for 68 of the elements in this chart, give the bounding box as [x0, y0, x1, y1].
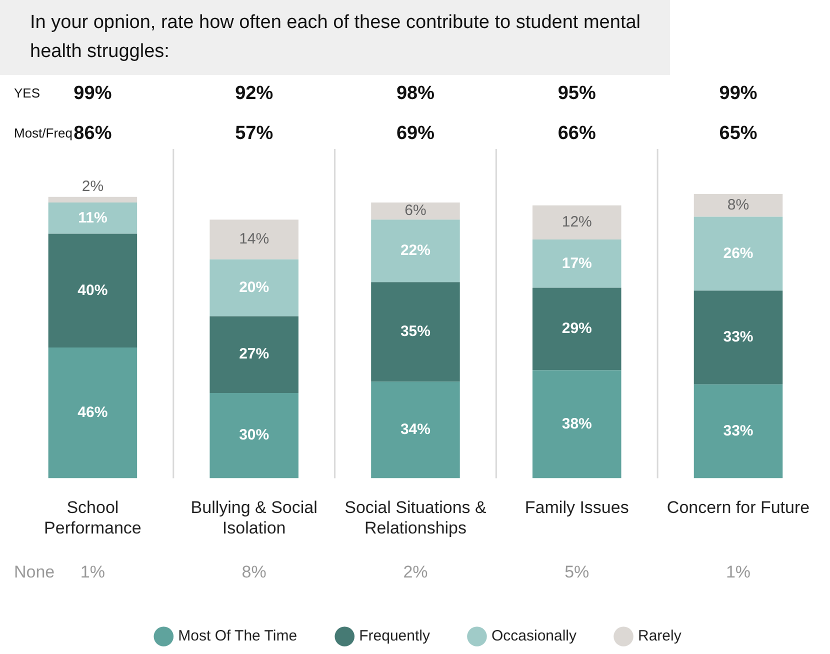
bar [48, 347, 138, 478]
bar [532, 288, 622, 370]
text: 66% [558, 123, 596, 144]
data-label: 12% [562, 214, 592, 231]
data-label: 38% [562, 415, 592, 432]
bar [371, 382, 460, 478]
data-label: 27% [239, 346, 270, 363]
legend-label: Frequently [359, 628, 430, 645]
text: 8% [242, 562, 266, 582]
data-label: 46% [78, 404, 108, 421]
x-tick-label: School Performance [44, 498, 142, 538]
bar [48, 196, 138, 203]
text: None [14, 562, 55, 582]
data-label: 8% [727, 196, 750, 214]
legend-label: Rarely [638, 628, 682, 645]
text: 99% [74, 83, 112, 104]
data-label: 30% [239, 426, 270, 444]
data-label: 33% [723, 328, 754, 346]
text: 95% [558, 83, 596, 104]
data-label: 35% [400, 322, 430, 340]
bar [532, 239, 622, 288]
bar [210, 316, 298, 393]
data-label: 11% [78, 209, 108, 226]
text: 1% [80, 562, 105, 582]
bar [371, 282, 460, 382]
bar [371, 202, 460, 220]
text: 69% [396, 123, 435, 144]
legend-label: Most Of The Time [178, 628, 298, 645]
x-tick-label: Family Issues [524, 498, 629, 518]
legend-label: Occasionally [491, 628, 578, 645]
bar [532, 205, 622, 240]
data-label: 26% [723, 244, 754, 262]
bar [48, 202, 138, 234]
text: 98% [396, 83, 435, 104]
data-label: 17% [562, 254, 592, 272]
text: YES [14, 86, 40, 101]
text: 99% [719, 83, 758, 104]
text: 65% [719, 123, 758, 144]
data-label: 40% [78, 282, 108, 299]
text: 86% [74, 123, 112, 144]
data-label: 2% [82, 178, 104, 195]
x-tick-label: Social Situations & Relationships [344, 498, 488, 538]
text: 2% [403, 562, 428, 582]
bar [210, 392, 298, 478]
data-label: 14% [239, 230, 270, 248]
bar [48, 234, 138, 348]
text: 92% [235, 83, 274, 104]
data-label: 22% [400, 242, 430, 259]
text: Most/Freq [14, 126, 73, 141]
data-label: 33% [723, 422, 754, 440]
text: 1% [726, 562, 751, 582]
bar [371, 220, 460, 282]
x-tick-label: Concern for Future [666, 498, 810, 518]
data-label: 34% [400, 421, 430, 438]
data-label: 6% [404, 202, 426, 220]
x-tick-label: Bullying & Social Isolation [190, 498, 318, 538]
bar [210, 220, 298, 260]
bar [694, 384, 783, 478]
bar [694, 290, 783, 384]
text: 57% [235, 123, 274, 144]
bar [210, 259, 298, 316]
text: 5% [564, 562, 590, 582]
bar [532, 370, 622, 478]
data-label: 20% [239, 278, 270, 296]
data-label: 29% [562, 320, 592, 338]
bar [694, 194, 783, 217]
chart-title: In your opnion, rate how often each of these contribute to student mental health struggles: [0, 0, 670, 75]
bar [694, 216, 783, 291]
